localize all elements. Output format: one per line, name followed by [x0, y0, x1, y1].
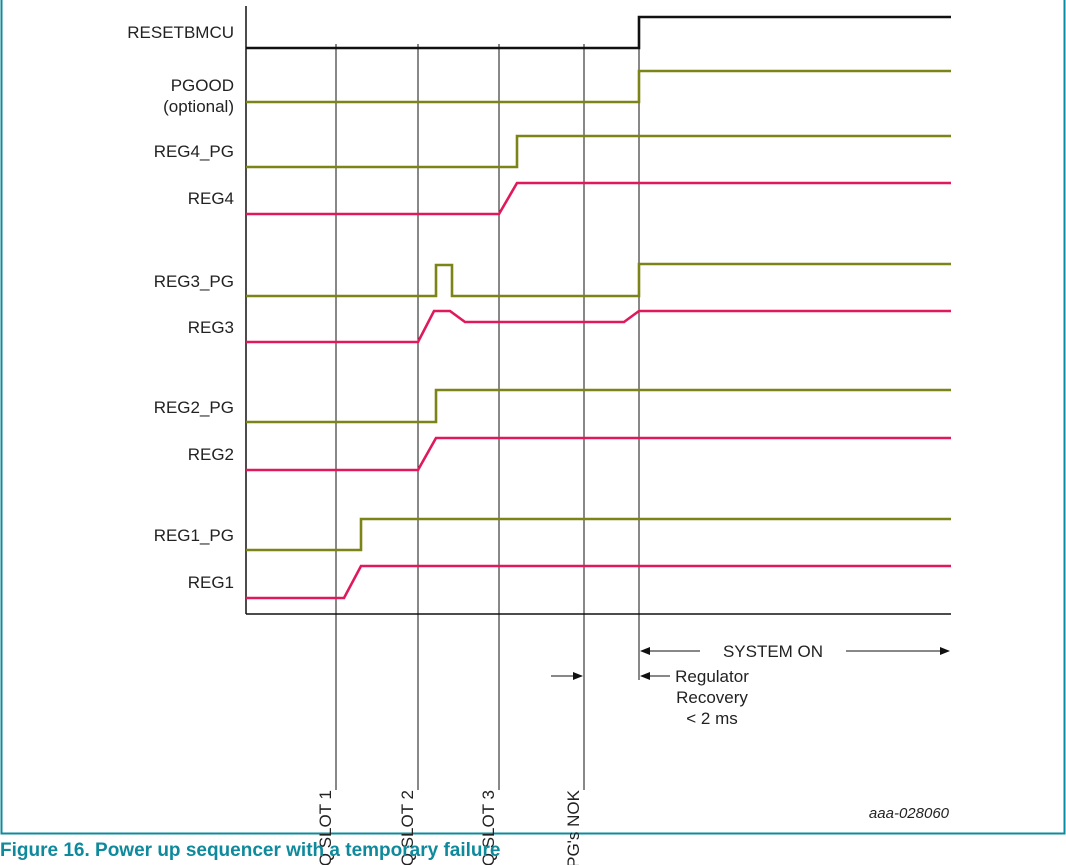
system-on-label: SYSTEM ON	[723, 642, 823, 661]
figure-caption: Figure 16. Power up sequencer with a tem…	[0, 840, 501, 861]
reg1-pg-trace	[246, 517, 951, 552]
label-reg1: REG1	[188, 573, 234, 592]
reg4-pg-trace	[246, 134, 951, 169]
recovery-line-3: < 2 ms	[686, 709, 738, 728]
reg3-trace	[246, 309, 951, 344]
label-reg2: REG2	[188, 445, 234, 464]
label-reg3: REG3	[188, 318, 234, 337]
label-pgood-sub: (optional)	[163, 97, 234, 116]
pgood-trace	[246, 69, 951, 104]
reg1-trace	[246, 564, 951, 600]
reg4-trace	[246, 181, 951, 216]
label-resetbmcu: RESETBMCU	[127, 23, 234, 42]
figure-code: aaa-028060	[869, 805, 950, 822]
label-reg2-pg: REG2_PG	[154, 398, 234, 417]
marker-label-pgs-nok: PG's NOK	[564, 789, 583, 865]
figure-border	[0, 0, 1066, 835]
label-reg3-pg: REG3_PG	[154, 272, 234, 291]
reg2-pg-trace	[246, 388, 951, 424]
marker-label-seq-slot-1: SEQ SLOT 1	[316, 790, 335, 865]
marker-label-seq-slot-3: SEQ SLOT 3	[479, 790, 498, 865]
label-reg4: REG4	[188, 189, 234, 208]
reg3-pg-trace	[246, 262, 951, 298]
recovery-line-1: Regulator	[675, 667, 749, 686]
reg2-trace	[246, 436, 951, 472]
marker-label-seq-slot-2: SEQ SLOT 2	[398, 790, 417, 865]
label-pgood: PGOOD	[171, 76, 234, 95]
resetbmcu-trace	[246, 15, 951, 50]
label-reg1-pg: REG1_PG	[154, 526, 234, 545]
label-reg4-pg: REG4_PG	[154, 142, 234, 161]
recovery-line-2: Recovery	[676, 688, 748, 707]
